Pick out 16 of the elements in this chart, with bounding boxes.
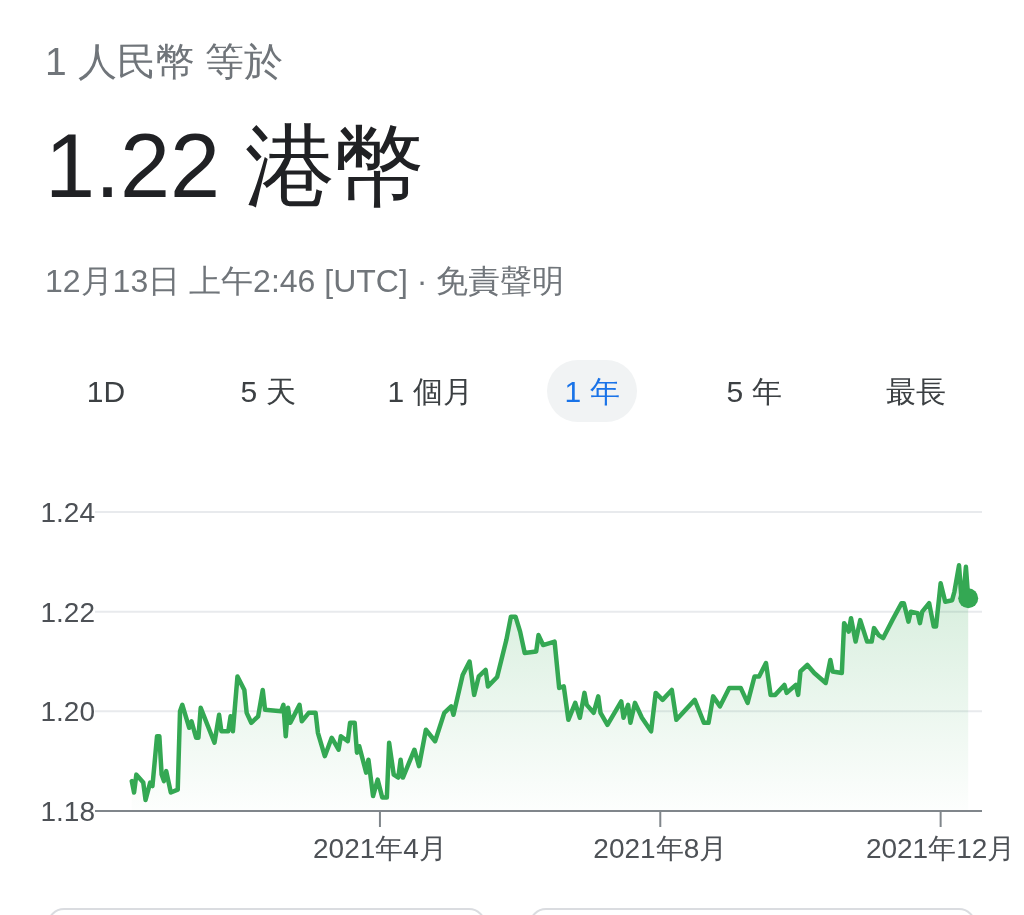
y-tick-label: 1.18 — [40, 796, 95, 827]
y-tick-label: 1.20 — [40, 696, 95, 728]
text: 1 年 — [564, 375, 620, 408]
x-tick-label: 2021年8月 — [593, 833, 728, 864]
chart-subtitle: 1.22 港幣 — [45, 116, 426, 216]
text: 5 天 — [240, 375, 296, 408]
x-tick-label: 2021年12月 — [865, 833, 1016, 864]
x-tick-label: 2021年4月 — [313, 833, 447, 864]
y-tick-label: 1.24 — [40, 497, 95, 528]
text: 最長 — [886, 375, 946, 408]
text: 1D — [86, 375, 126, 408]
text: 1 個月 — [387, 375, 473, 408]
chart-title: 1 人民幣 等於 — [45, 40, 284, 83]
y-tick-label: 1.22 — [40, 596, 95, 628]
text: 5 年 — [726, 375, 782, 408]
text: 12月13日 上午2:46 [UTC] · 免責聲明 — [45, 263, 565, 299]
